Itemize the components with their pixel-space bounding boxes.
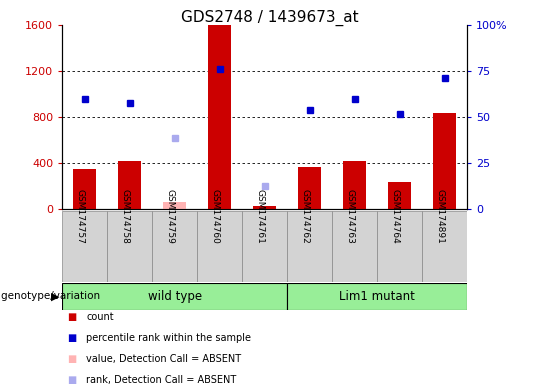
FancyBboxPatch shape <box>287 211 332 282</box>
FancyBboxPatch shape <box>242 211 287 282</box>
Text: GSM174764: GSM174764 <box>390 189 400 243</box>
Text: Lim1 mutant: Lim1 mutant <box>339 290 415 303</box>
Text: ▶: ▶ <box>51 291 59 301</box>
Bar <box>208 25 231 209</box>
Text: GSM174758: GSM174758 <box>120 189 130 243</box>
Text: wild type: wild type <box>147 290 201 303</box>
Text: genotype/variation: genotype/variation <box>1 291 104 301</box>
FancyBboxPatch shape <box>422 211 467 282</box>
Bar <box>253 206 276 209</box>
Text: GSM174761: GSM174761 <box>255 189 265 243</box>
Text: percentile rank within the sample: percentile rank within the sample <box>86 333 252 343</box>
FancyBboxPatch shape <box>152 211 197 282</box>
Text: value, Detection Call = ABSENT: value, Detection Call = ABSENT <box>86 354 241 364</box>
Text: rank, Detection Call = ABSENT: rank, Detection Call = ABSENT <box>86 375 237 384</box>
Bar <box>299 167 321 209</box>
Text: GSM174757: GSM174757 <box>76 189 85 243</box>
FancyBboxPatch shape <box>332 211 377 282</box>
Bar <box>73 169 96 209</box>
FancyBboxPatch shape <box>377 211 422 282</box>
FancyBboxPatch shape <box>107 211 152 282</box>
Bar <box>163 202 186 209</box>
Text: GDS2748 / 1439673_at: GDS2748 / 1439673_at <box>181 10 359 26</box>
Text: ■: ■ <box>68 375 77 384</box>
FancyBboxPatch shape <box>62 283 287 310</box>
Bar <box>118 161 141 209</box>
Text: ■: ■ <box>68 312 77 322</box>
Text: GSM174763: GSM174763 <box>346 189 355 243</box>
Text: GSM174760: GSM174760 <box>211 189 220 243</box>
Text: count: count <box>86 312 114 322</box>
FancyBboxPatch shape <box>287 283 467 310</box>
Bar <box>343 161 366 209</box>
Text: ■: ■ <box>68 333 77 343</box>
Text: GSM174759: GSM174759 <box>166 189 174 243</box>
FancyBboxPatch shape <box>62 211 107 282</box>
Text: GSM174762: GSM174762 <box>301 189 309 243</box>
Text: ■: ■ <box>68 354 77 364</box>
Bar <box>434 113 456 209</box>
FancyBboxPatch shape <box>197 211 242 282</box>
Text: GSM174891: GSM174891 <box>436 189 444 243</box>
Bar <box>388 182 411 209</box>
